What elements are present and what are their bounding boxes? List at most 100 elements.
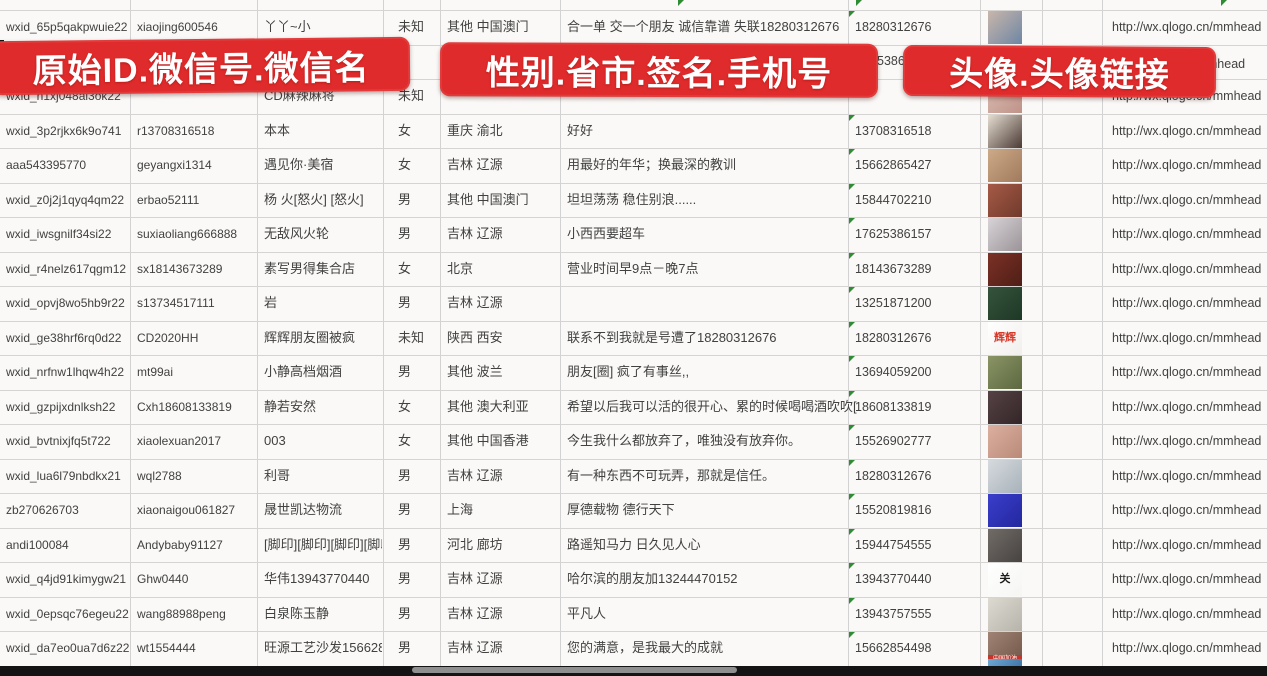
cell-phone[interactable]: 13943770440: [855, 572, 932, 586]
cell-wechat-id[interactable]: wang88988peng: [137, 606, 226, 621]
cell-region[interactable]: 吉林 辽源: [447, 295, 503, 310]
cell-wechat-name[interactable]: 杨 火[怒火] [怒火]: [264, 191, 364, 207]
cell-gender[interactable]: 未知: [398, 329, 425, 345]
cell-avatar-link[interactable]: http://wx.qlogo.cn/mmhead: [1112, 20, 1262, 34]
cell-avatar-link[interactable]: http://wx.qlogo.cn/mmhead: [1112, 365, 1262, 379]
cell-wechat-name[interactable]: 华伟13943770440: [264, 571, 370, 586]
cell-wechat-id[interactable]: CD2020HH: [137, 330, 199, 345]
cell-wechat-name[interactable]: 遇见你·美宿: [264, 157, 334, 172]
cell-gender[interactable]: 男: [398, 191, 412, 207]
cell-signature[interactable]: 希望以后我可以活的很开心、累的时候喝喝酒吹吹[: [567, 398, 857, 414]
cell-original-id[interactable]: wxid_opvj8wo5hb9r22: [6, 296, 125, 310]
cell-region[interactable]: 吉林 辽源: [447, 640, 503, 655]
cell-avatar-link[interactable]: http://wx.qlogo.cn/mmhead: [1112, 296, 1262, 310]
cell-wechat-name[interactable]: 白泉陈玉静: [264, 605, 330, 621]
cell-phone[interactable]: 17625386157: [855, 227, 932, 241]
cell-wechat-name[interactable]: 辉辉朋友圈被疯: [264, 329, 356, 345]
cell-phone[interactable]: 15944754555: [855, 537, 932, 552]
cell-gender[interactable]: 未知: [398, 88, 425, 103]
cell-original-id[interactable]: wxid_nrfnw1lhqw4h22: [6, 365, 125, 379]
cell-signature[interactable]: 哈尔滨的朋友加13244470152: [567, 571, 738, 586]
cell-signature[interactable]: 用最好的年华；换最深的教训: [567, 157, 737, 172]
cell-gender[interactable]: 女: [398, 433, 412, 448]
cell-original-id[interactable]: wxid_0epsqc76egeu22: [6, 606, 129, 621]
cell-phone[interactable]: 15844702210: [855, 192, 932, 207]
cell-region[interactable]: 重庆 渝北: [447, 122, 503, 138]
cell-wechat-id[interactable]: suxiaoliang666888: [137, 227, 238, 241]
scrollbar-thumb[interactable]: [412, 667, 737, 673]
cell-signature[interactable]: 好好: [567, 122, 594, 138]
cell-original-id[interactable]: wxid_gzpijxdnlksh22: [6, 399, 116, 414]
cell-region[interactable]: 上海: [447, 502, 474, 517]
cell-phone[interactable]: 15662854498: [855, 641, 932, 655]
cell-gender[interactable]: 男: [398, 364, 412, 379]
cell-phone[interactable]: 13943757555: [855, 606, 932, 621]
cell-wechat-id[interactable]: mt99ai: [137, 365, 174, 379]
cell-wechat-name[interactable]: 本本: [264, 122, 291, 138]
cell-original-id[interactable]: aaa543395770: [6, 158, 87, 172]
cell-avatar-link[interactable]: http://wx.qlogo.cn/mmhead: [1112, 468, 1262, 483]
cell-signature[interactable]: 厚德载物 德行天下: [567, 502, 675, 517]
avatar-image-storefront-dark-red[interactable]: [988, 252, 1022, 286]
cell-phone[interactable]: 13694059200: [855, 365, 932, 379]
cell-avatar-link[interactable]: http://wx.qlogo.cn/mmhead: [1112, 503, 1262, 517]
cell-wechat-name[interactable]: 素写男得集合店: [264, 260, 356, 276]
cell-avatar-link[interactable]: http://wx.qlogo.cn/mmhead: [1112, 399, 1262, 414]
avatar-image-warm-portrait[interactable]: [988, 149, 1022, 182]
cell-avatar-link[interactable]: http://wx.qlogo.cn/mmhead: [1112, 261, 1262, 276]
cell-original-id[interactable]: wxid_3p2rjkx6k9o741: [6, 123, 122, 138]
cell-gender[interactable]: 女: [398, 260, 412, 276]
cell-signature[interactable]: 坦坦荡荡 稳住别浪......: [567, 191, 697, 207]
cell-original-id[interactable]: wxid_ge38hrf6rq0d22: [6, 330, 122, 345]
cell-region[interactable]: 其他 波兰: [447, 364, 503, 379]
avatar-image-dark-haired-woman[interactable]: [988, 114, 1022, 148]
cell-original-id[interactable]: wxid_z0j2j1qyq4qm22: [6, 192, 125, 207]
cell-gender[interactable]: 男: [398, 295, 412, 310]
cell-wechat-name[interactable]: 岩: [264, 295, 278, 310]
cell-original-id[interactable]: wxid_r4nelz617qgm12: [6, 261, 127, 276]
cell-gender[interactable]: 女: [398, 398, 412, 414]
cell-region[interactable]: 其他 中国澳门: [447, 191, 529, 207]
cell-original-id[interactable]: wxid_iwsgnilf34si22: [6, 227, 112, 241]
cell-wechat-name[interactable]: 丫丫~小: [264, 19, 311, 34]
cell-region[interactable]: 其他 中国澳门: [447, 19, 529, 34]
cell-gender[interactable]: 男: [398, 536, 412, 552]
cell-original-id[interactable]: wxid_lua6l79nbdkx21: [6, 468, 121, 483]
cell-region[interactable]: 吉林 辽源: [447, 226, 503, 241]
cell-wechat-id[interactable]: xiaolexuan2017: [137, 434, 222, 448]
cell-region[interactable]: 吉林 辽源: [447, 157, 503, 172]
avatar-image-person-in-car[interactable]: [988, 218, 1022, 251]
cell-wechat-name[interactable]: 小静高档烟酒: [264, 364, 343, 379]
cell-wechat-id[interactable]: Cxh18608133819: [137, 399, 232, 414]
avatar-image-beach-person[interactable]: [988, 597, 1022, 631]
cell-original-id[interactable]: andi100084: [6, 537, 69, 552]
cell-gender[interactable]: 男: [398, 571, 412, 586]
cell-gender[interactable]: 女: [398, 122, 412, 138]
cell-avatar-link[interactable]: http://wx.qlogo.cn/mmhead: [1112, 330, 1262, 345]
cell-wechat-name[interactable]: 003: [264, 433, 286, 448]
cell-wechat-id[interactable]: wt1554444: [137, 641, 196, 655]
avatar-image-person-in-snow[interactable]: [988, 459, 1022, 493]
cell-phone[interactable]: 18143673289: [855, 261, 932, 276]
cell-wechat-name[interactable]: [脚印][脚印][脚印][脚印]: [264, 536, 382, 552]
cell-avatar-link[interactable]: http://wx.qlogo.cn/mmhead: [1112, 606, 1262, 621]
cell-signature[interactable]: 朋友[圈] 疯了有事丝,,: [567, 364, 690, 379]
cell-wechat-id[interactable]: sx18143673289: [137, 261, 223, 276]
avatar-image-white-with-red-text[interactable]: 辉辉: [988, 321, 1022, 355]
cell-phone[interactable]: 15520819816: [855, 503, 932, 517]
cell-wechat-id[interactable]: s13734517111: [137, 296, 215, 310]
cell-gender[interactable]: 男: [398, 467, 412, 483]
cell-phone[interactable]: 18280312676: [855, 330, 932, 345]
cell-region[interactable]: 河北 廊坊: [447, 536, 503, 552]
avatar-image-dark-figure-photo[interactable]: [988, 528, 1022, 562]
avatar-image-woman-selfie-photo[interactable]: [988, 11, 1022, 44]
cell-wechat-name[interactable]: 无敌风火轮: [264, 226, 330, 241]
cell-signature[interactable]: 营业时间早9点－晚7点: [567, 260, 699, 276]
cell-region[interactable]: 吉林 辽源: [447, 467, 503, 483]
cell-original-id[interactable]: zb270626703: [6, 503, 79, 517]
cell-phone[interactable]: 18280312676: [855, 468, 932, 483]
cell-signature[interactable]: 平凡人: [567, 605, 607, 621]
cell-wechat-name[interactable]: 晟世凯达物流: [264, 502, 343, 517]
cell-wechat-id[interactable]: geyangxi1314: [137, 158, 212, 172]
avatar-image-blue-qr-code[interactable]: [988, 494, 1022, 527]
